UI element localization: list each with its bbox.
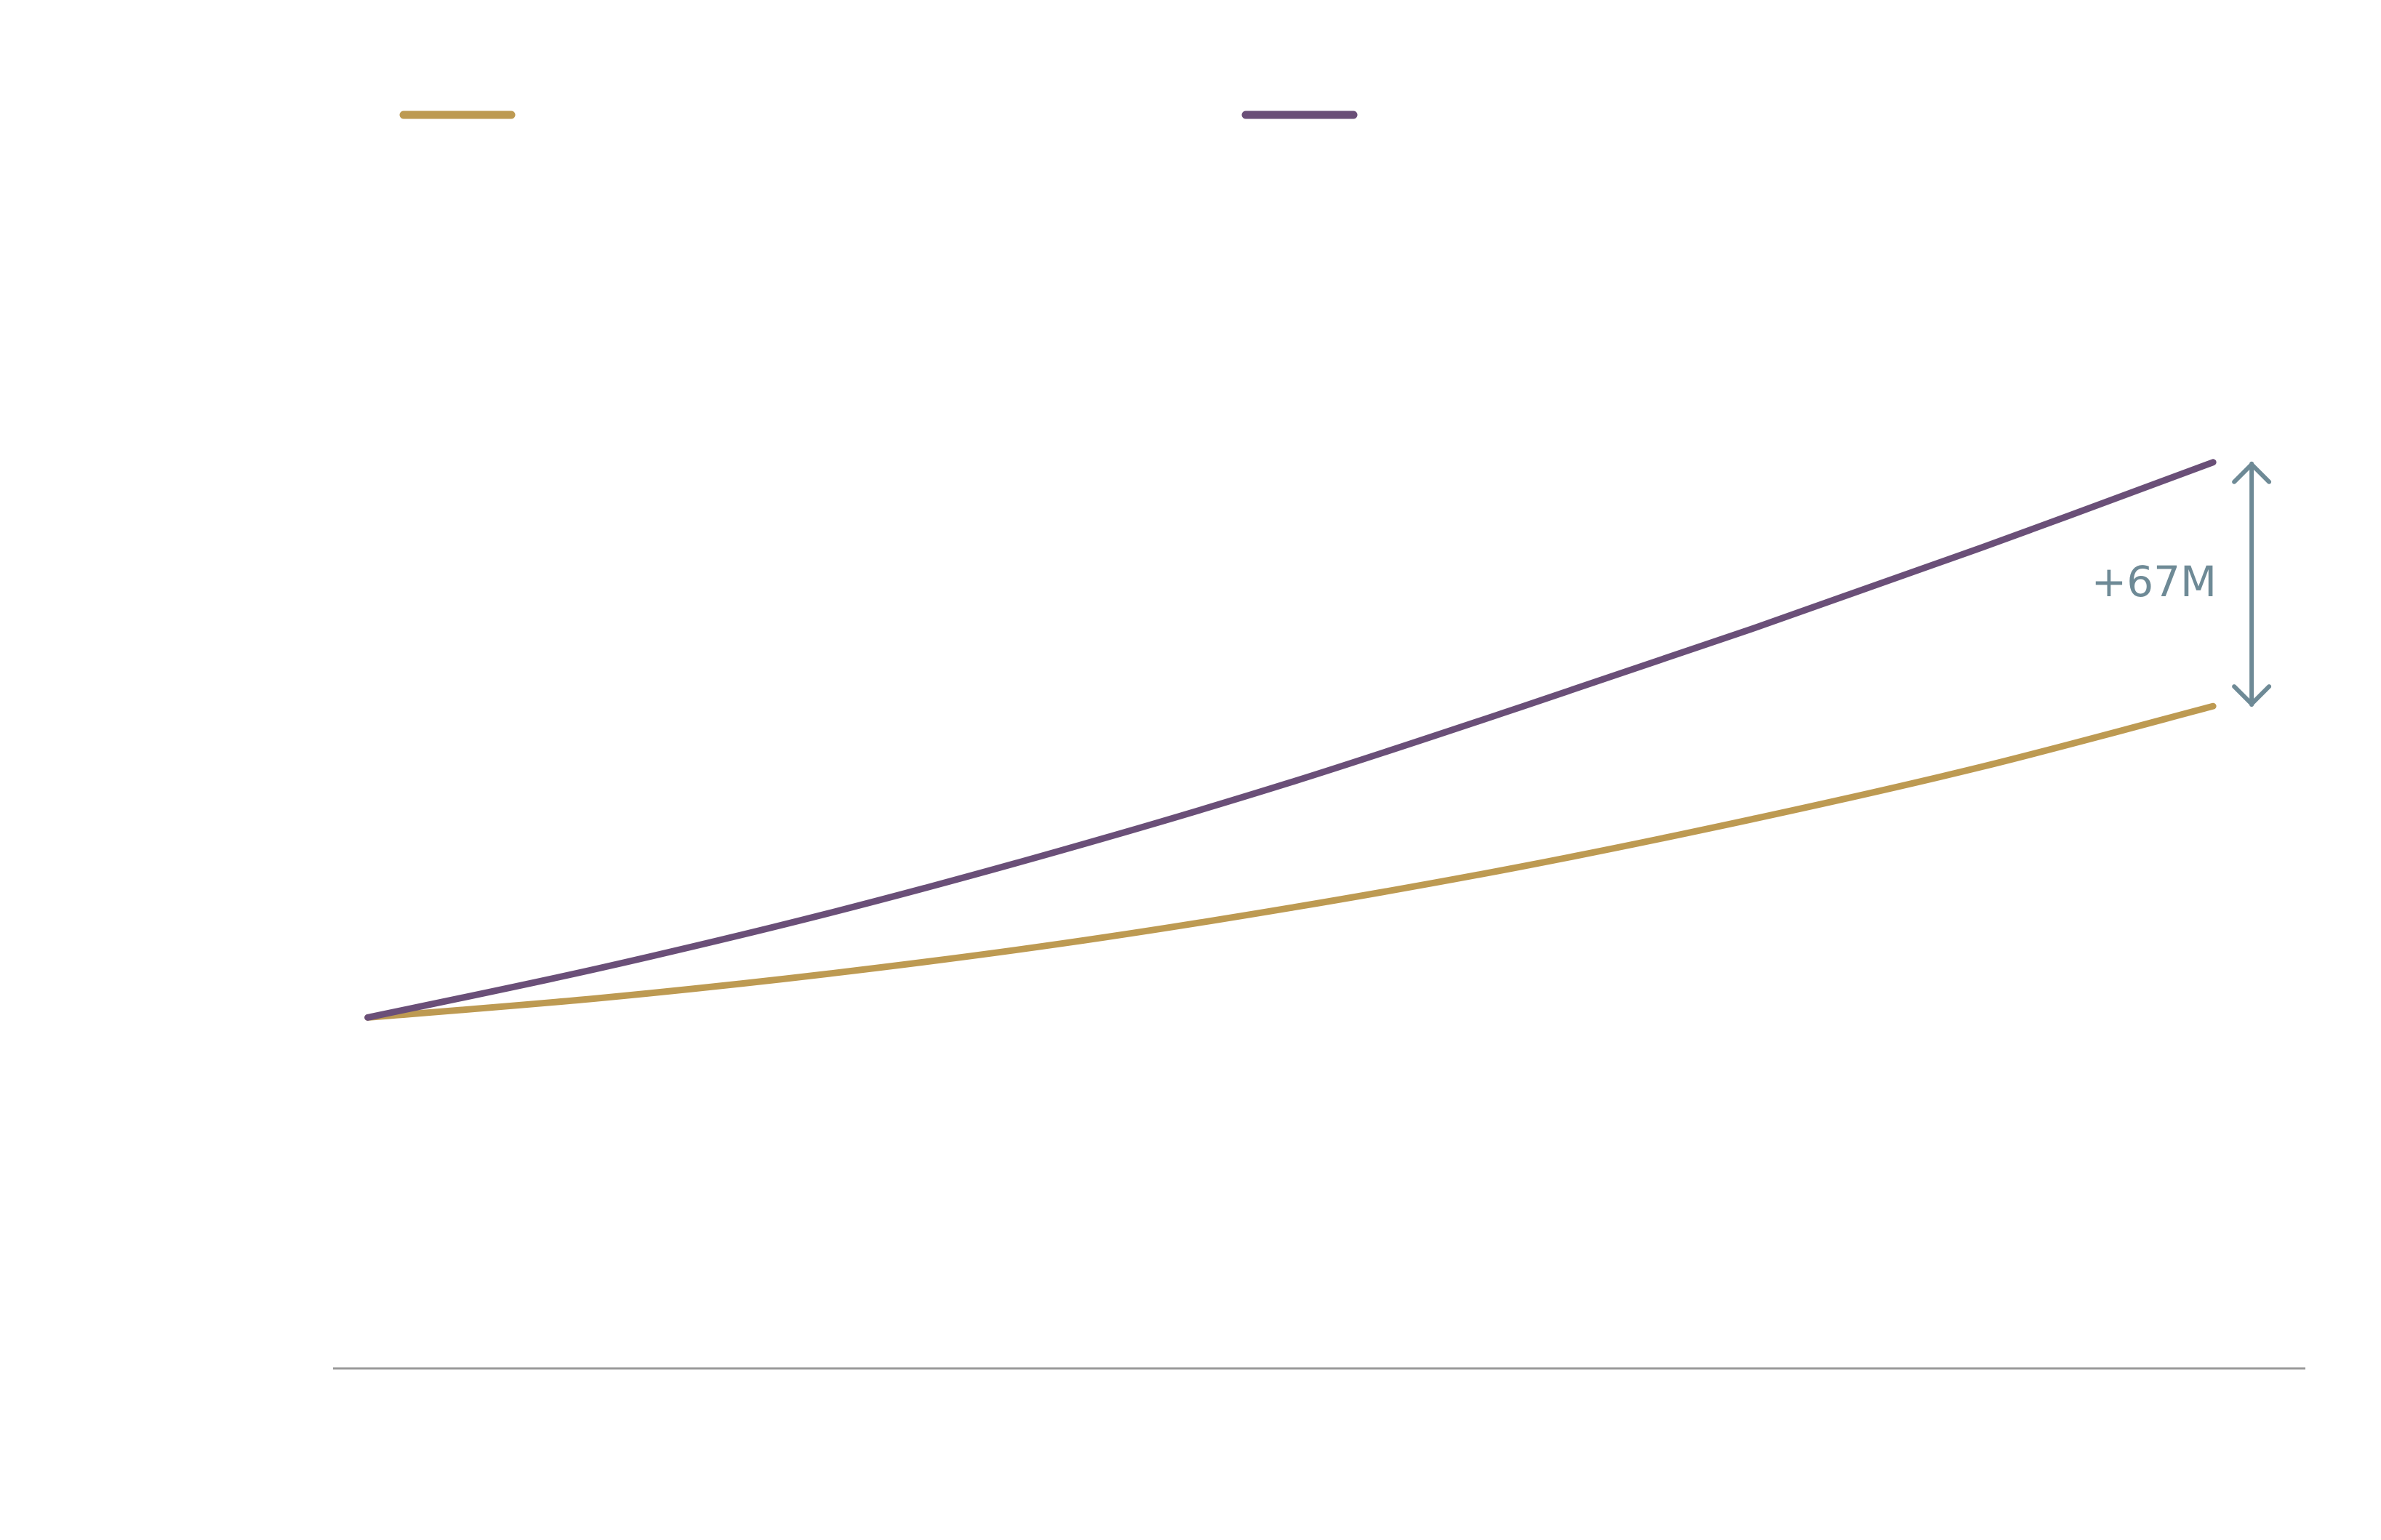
annotation-layer: +67M <box>2092 461 2272 707</box>
series-layer <box>364 459 2217 1021</box>
difference-annotation: +67M <box>2092 461 2272 707</box>
difference-label: +67M <box>2092 557 2217 606</box>
arrow-down-icon <box>2232 684 2272 707</box>
series-line-2 <box>364 459 2217 1021</box>
arrow-up-icon <box>2232 462 2272 484</box>
series-line-1 <box>364 702 2217 1021</box>
